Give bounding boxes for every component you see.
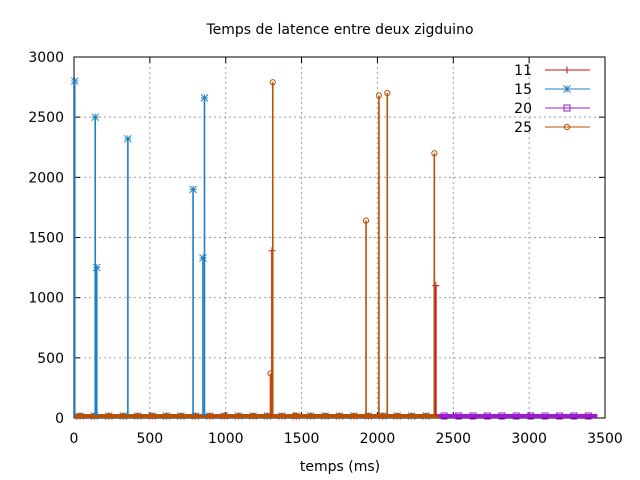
legend-label-11: 11 [514, 63, 532, 79]
legend-marker-15 [563, 85, 571, 93]
x-axis-label: temps (ms) [300, 459, 380, 475]
series-20-baseline-point [541, 412, 549, 420]
grid-lines [74, 57, 605, 418]
series-25-baseline-point [249, 412, 257, 420]
x-tick-label: 2000 [360, 431, 396, 447]
legend-label-25: 25 [514, 120, 532, 136]
x-tick-label: 0 [70, 431, 79, 447]
series-25-baseline-point [321, 412, 329, 420]
y-tick-label: 3000 [28, 50, 64, 66]
chart-title: Temps de latence entre deux zigduino [205, 22, 473, 38]
series-25-data-point [269, 79, 276, 86]
y-tick-label: 1000 [28, 291, 64, 307]
series-25-baseline-point [278, 412, 285, 420]
legend-marker-25 [563, 123, 571, 131]
series-25-data-point [362, 217, 370, 224]
series-15-data-point [199, 254, 207, 262]
series-layer [70, 77, 598, 420]
series-25-data-point [291, 412, 298, 419]
x-axis-ticks: 0 500 1000 1500 2000 2500 3000 3500 [70, 57, 623, 447]
series-20-baseline-point [483, 412, 491, 420]
series-15-spikes [70, 77, 209, 416]
series-15-data-point [70, 77, 79, 85]
series-20-baseline-point [555, 412, 563, 420]
y-tick-label: 1500 [28, 231, 64, 247]
x-tick-label: 1000 [208, 431, 244, 447]
series-25-data-point [431, 150, 438, 157]
series-20-baseline-point [584, 412, 592, 420]
y-tick-label: 2500 [28, 110, 64, 126]
x-tick-label: 1500 [284, 431, 320, 447]
y-axis-ticks: 0 500 1000 1500 2000 2500 3000 [28, 50, 605, 427]
x-tick-label: 500 [136, 431, 163, 447]
series-25-baseline-point [206, 412, 213, 420]
x-tick-label: 3000 [511, 431, 547, 447]
y-tick-label: 0 [55, 411, 64, 427]
series-20-baseline-point [498, 412, 506, 420]
series-25-spikes [267, 79, 438, 419]
x-tick-label: 2500 [435, 431, 471, 447]
x-tick-label: 3500 [587, 431, 623, 447]
series-25-baseline-point [307, 412, 314, 420]
series-25-baseline-point [408, 412, 415, 420]
series-20-baseline-point [440, 412, 448, 420]
series-25-data-point [375, 92, 383, 99]
series-20-baseline-point [512, 412, 520, 420]
series-15-data-point [124, 134, 132, 143]
series-11-data-point [432, 282, 440, 290]
series-25-baseline-point [134, 412, 141, 420]
series-25-baseline-point [76, 412, 84, 420]
legend: 11 15 20 25 [514, 63, 590, 136]
series-25-baseline-point [350, 412, 358, 420]
series-20 [438, 412, 598, 420]
series-25-baseline-point [163, 412, 170, 420]
series-20-baseline-point [469, 412, 477, 420]
series-11-spikes [268, 247, 440, 416]
series-15-data-point [92, 263, 101, 272]
series-25-data-point [384, 90, 391, 97]
series-25-baseline-point [120, 412, 127, 420]
series-25-baseline-point [149, 412, 156, 420]
legend-label-15: 15 [514, 82, 532, 98]
series-25-baseline-point [379, 412, 386, 420]
series-25-baseline-point [336, 412, 343, 420]
series-20-baseline-point [527, 412, 535, 420]
series-15-data-point [200, 94, 209, 102]
legend-marker-11 [563, 66, 571, 74]
series-15-data-point [189, 185, 197, 194]
series-20-baseline-point [570, 412, 578, 420]
series-25-baseline-point [235, 412, 242, 420]
series-25-baseline-point [105, 412, 112, 420]
legend-marker-20 [563, 104, 571, 112]
legend-label-20: 20 [514, 101, 532, 117]
series-25-baseline-point [394, 412, 401, 420]
series-25 [74, 412, 439, 420]
y-tick-label: 2000 [28, 170, 64, 186]
series-25-baseline-point [177, 412, 185, 420]
series-20-baseline-point [455, 412, 463, 420]
series-25-baseline-point [422, 412, 430, 420]
series-25-baseline-point [221, 412, 228, 420]
y-tick-label: 500 [37, 351, 64, 367]
series-15-data-point [91, 113, 100, 122]
